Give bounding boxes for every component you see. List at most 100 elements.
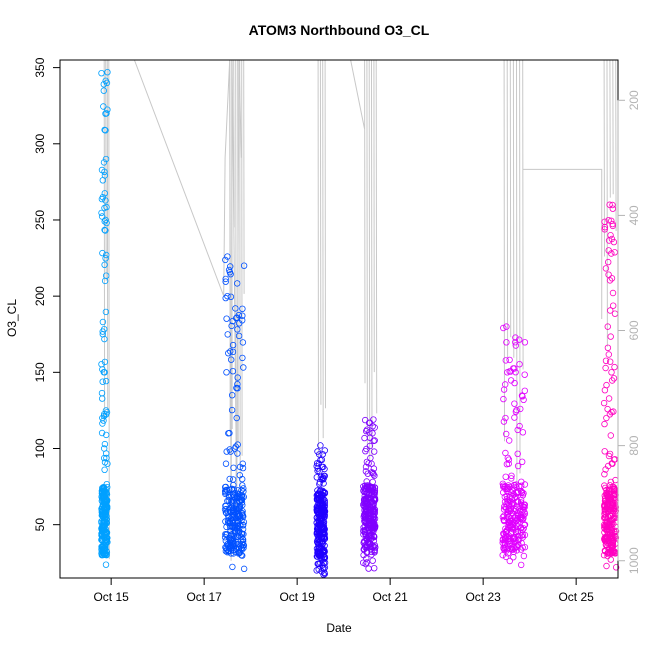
data-point (100, 81, 107, 88)
y-tick-label: 300 (33, 133, 47, 153)
data-point (502, 553, 510, 561)
data-point (500, 544, 507, 552)
data-point (604, 508, 612, 515)
data-point (101, 440, 109, 448)
y2-tick-label: 800 (627, 435, 641, 455)
data-point (517, 496, 525, 503)
data-point (611, 249, 618, 256)
data-point (519, 507, 527, 514)
data-point (609, 377, 616, 384)
data-point (235, 550, 242, 557)
data-point (610, 302, 617, 309)
data-point (605, 395, 613, 402)
altitude-trace-segment (350, 59, 378, 460)
y-axis-label: O3_CL (5, 299, 19, 337)
data-point (320, 472, 328, 480)
data-point (238, 317, 246, 324)
data-point (317, 559, 324, 567)
data-point (369, 557, 376, 564)
data-point (514, 426, 521, 434)
data-point (314, 550, 322, 557)
series-6 (600, 201, 620, 571)
data-point (235, 525, 243, 532)
data-point (99, 501, 107, 508)
data-point (234, 374, 241, 381)
data-point (513, 547, 520, 554)
data-point (234, 385, 241, 392)
data-point (520, 525, 527, 532)
data-point (511, 414, 518, 421)
data-point (366, 486, 373, 494)
data-point (319, 474, 327, 481)
data-point (362, 468, 370, 475)
data-point (234, 441, 241, 448)
data-point (239, 482, 246, 489)
data-point (240, 518, 248, 526)
data-point (321, 502, 328, 509)
data-point (503, 339, 510, 346)
data-point (603, 562, 610, 570)
data-point (517, 405, 524, 413)
data-point (611, 363, 618, 371)
data-point (371, 565, 378, 572)
data-point (603, 535, 610, 542)
data-point (315, 514, 322, 521)
data-point (226, 523, 234, 531)
data-point (607, 358, 614, 365)
data-point (364, 508, 371, 515)
data-point (501, 541, 509, 548)
data-point (224, 540, 231, 548)
data-point (606, 277, 614, 284)
data-point (229, 348, 237, 356)
altitude-trace-segment (106, 59, 242, 561)
series-3 (313, 442, 329, 578)
data-point (504, 484, 511, 491)
data-point (506, 494, 513, 501)
data-point (366, 519, 373, 527)
data-point (100, 103, 107, 110)
data-point (102, 216, 109, 224)
data-point (606, 450, 614, 458)
data-point (504, 515, 511, 522)
data-point (223, 487, 231, 494)
data-point (222, 490, 229, 498)
data-point (509, 487, 516, 494)
data-point (521, 387, 528, 394)
data-points-layer (98, 68, 620, 578)
data-point (226, 429, 233, 437)
y-tick-label: 250 (33, 210, 47, 230)
altitude-trace-segment (317, 59, 326, 457)
data-point (227, 448, 234, 455)
data-point (501, 537, 509, 544)
data-point (511, 538, 519, 545)
data-point (601, 223, 609, 231)
y2-tick-label: 400 (627, 205, 641, 225)
data-point (601, 506, 609, 513)
data-point (223, 523, 230, 531)
data-point (512, 342, 519, 349)
data-point (100, 417, 107, 424)
data-point (224, 253, 231, 260)
data-point (222, 278, 229, 285)
data-point (512, 514, 519, 521)
data-point (500, 482, 507, 489)
data-point (321, 447, 328, 454)
data-point (508, 475, 515, 482)
data-point (516, 361, 523, 368)
data-point (367, 454, 374, 462)
data-point (102, 251, 110, 259)
data-point (222, 531, 229, 538)
data-point (227, 348, 234, 355)
data-point (607, 333, 614, 340)
data-point (99, 551, 106, 559)
data-point (604, 344, 612, 351)
data-point (102, 407, 110, 414)
data-point (521, 544, 529, 551)
data-point (363, 427, 370, 435)
data-point (235, 513, 242, 521)
data-point (521, 531, 529, 539)
series-1 (98, 68, 111, 568)
data-point (98, 519, 105, 526)
secondary-y-axis: 200 400 600 800 1000 (617, 90, 641, 574)
